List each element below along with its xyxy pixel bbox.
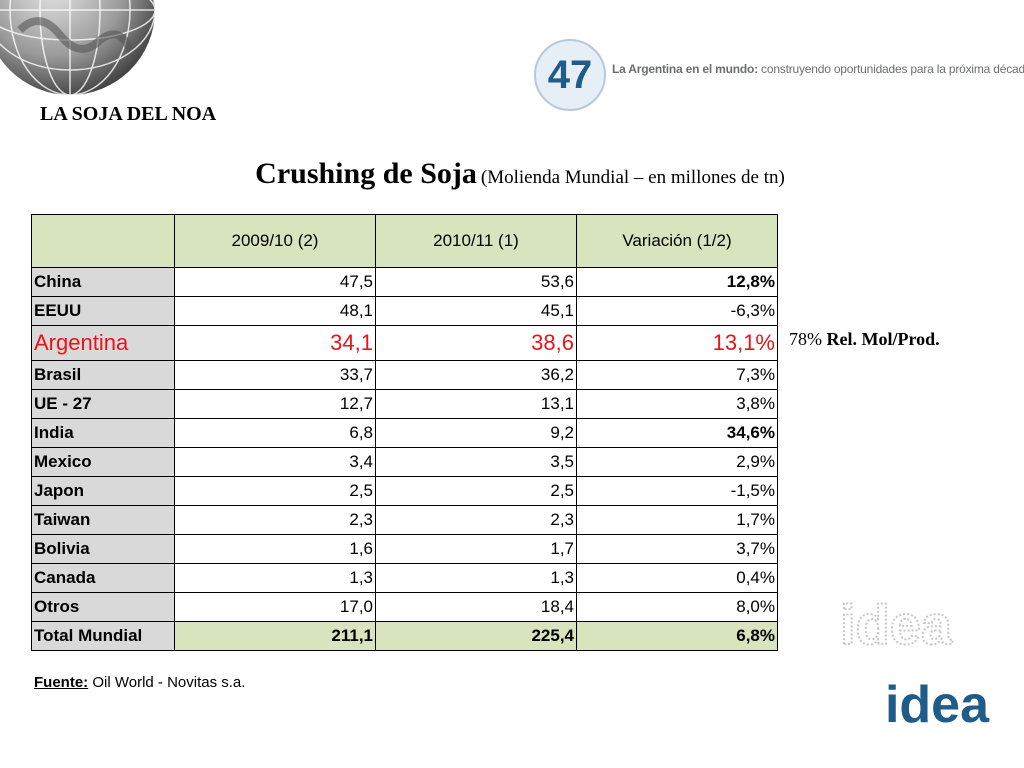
country-cell: UE - 27 bbox=[31, 389, 175, 419]
header-col-variacion: Variación (1/2) bbox=[576, 214, 778, 268]
country-cell: Taiwan bbox=[31, 505, 175, 535]
variation-cell: 3,7% bbox=[576, 534, 778, 564]
value-2010-cell: 38,6 bbox=[375, 325, 577, 361]
globe-image bbox=[0, 0, 156, 96]
country-cell: China bbox=[31, 267, 175, 297]
country-cell: Brasil bbox=[31, 360, 175, 390]
table-row: Mexico 3,4 3,5 2,9% bbox=[31, 447, 778, 477]
source-label: Fuente: bbox=[34, 674, 89, 691]
header-col-2009: 2009/10 (2) bbox=[174, 214, 376, 268]
value-2009-cell: 12,7 bbox=[174, 389, 376, 419]
country-cell: Mexico bbox=[31, 447, 175, 477]
source-text: Oil World - Novitas s.a. bbox=[88, 674, 246, 691]
variation-cell: 13,1% bbox=[576, 325, 778, 361]
value-2009-cell: 33,7 bbox=[174, 360, 376, 390]
title-sub: (Molienda Mundial – en millones de tn) bbox=[480, 167, 785, 188]
value-2009-cell: 1,6 bbox=[174, 534, 376, 564]
value-2010-cell: 1,7 bbox=[375, 534, 577, 564]
country-cell: Bolivia bbox=[31, 534, 175, 564]
idea-solid-text: idea bbox=[885, 678, 990, 728]
header-corner bbox=[31, 214, 175, 268]
country-cell: India bbox=[31, 418, 175, 448]
tagline-rest: construyendo oportunidades para la próxi… bbox=[757, 62, 1024, 76]
value-2009-cell: 34,1 bbox=[174, 325, 376, 361]
value-2010-cell: 9,2 bbox=[375, 418, 577, 448]
country-cell: Japon bbox=[31, 476, 175, 506]
value-2009-cell: 17,0 bbox=[174, 592, 376, 622]
idea-outline-logo: idea bbox=[839, 598, 954, 650]
logo-text: 47 bbox=[548, 53, 593, 97]
value-2009-cell: 47,5 bbox=[174, 267, 376, 297]
total-2010-cell: 225,4 bbox=[375, 621, 577, 651]
total-variation-cell: 6,8% bbox=[576, 621, 778, 651]
value-2010-cell: 36,2 bbox=[375, 360, 577, 390]
table-row: Japon 2,5 2,5 -1,5% bbox=[31, 476, 778, 506]
value-2010-cell: 53,6 bbox=[375, 267, 577, 297]
country-cell: Canada bbox=[31, 563, 175, 593]
value-2010-cell: 18,4 bbox=[375, 592, 577, 622]
country-cell: EEUU bbox=[31, 296, 175, 326]
variation-cell: -6,3% bbox=[576, 296, 778, 326]
variation-cell: -1,5% bbox=[576, 476, 778, 506]
total-label-cell: Total Mundial bbox=[31, 621, 175, 651]
table-row-highlighted: Argentina 34,1 38,6 13,1% bbox=[31, 325, 778, 361]
grupo-47-logo: 47 bbox=[534, 39, 606, 111]
source-line: Fuente: Oil World - Novitas s.a. bbox=[34, 674, 245, 691]
value-2010-cell: 2,5 bbox=[375, 476, 577, 506]
idea-solid-logo: idea bbox=[885, 678, 990, 728]
table-row: Canada 1,3 1,3 0,4% bbox=[31, 563, 778, 593]
title-main: Crushing de Soja bbox=[255, 157, 477, 190]
value-2010-cell: 2,3 bbox=[375, 505, 577, 535]
page-title: Crushing de Soja (Molienda Mundial – en … bbox=[0, 157, 1024, 191]
value-2009-cell: 2,5 bbox=[174, 476, 376, 506]
variation-cell: 7,3% bbox=[576, 360, 778, 390]
variation-cell: 1,7% bbox=[576, 505, 778, 535]
table-row: Otros 17,0 18,4 8,0% bbox=[31, 592, 778, 622]
section-title: LA SOJA DEL NOA bbox=[40, 103, 217, 125]
side-note-pct: 78% bbox=[789, 329, 822, 349]
value-2010-cell: 3,5 bbox=[375, 447, 577, 477]
value-2009-cell: 2,3 bbox=[174, 505, 376, 535]
table-row: UE - 27 12,7 13,1 3,8% bbox=[31, 389, 778, 419]
table-row: Bolivia 1,6 1,7 3,7% bbox=[31, 534, 778, 564]
value-2009-cell: 3,4 bbox=[174, 447, 376, 477]
tagline: La Argentina en el mundo: construyendo o… bbox=[612, 62, 1024, 76]
crushing-table: 2009/10 (2) 2010/11 (1) Variación (1/2) … bbox=[31, 214, 778, 651]
variation-cell: 2,9% bbox=[576, 447, 778, 477]
country-cell: Otros bbox=[31, 592, 175, 622]
variation-cell: 0,4% bbox=[576, 563, 778, 593]
table-row: China 47,5 53,6 12,8% bbox=[31, 267, 778, 297]
table-row: Brasil 33,7 36,2 7,3% bbox=[31, 360, 778, 390]
value-2009-cell: 6,8 bbox=[174, 418, 376, 448]
tagline-bold: La Argentina en el mundo: bbox=[612, 62, 758, 76]
variation-cell: 3,8% bbox=[576, 389, 778, 419]
variation-cell: 12,8% bbox=[576, 267, 778, 297]
table-row: India 6,8 9,2 34,6% bbox=[31, 418, 778, 448]
table-header-row: 2009/10 (2) 2010/11 (1) Variación (1/2) bbox=[31, 214, 778, 268]
idea-outline-text: idea bbox=[840, 598, 953, 650]
value-2009-cell: 48,1 bbox=[174, 296, 376, 326]
table-row-total: Total Mundial 211,1 225,4 6,8% bbox=[31, 621, 778, 651]
country-cell: Argentina bbox=[31, 325, 175, 361]
value-2009-cell: 1,3 bbox=[174, 563, 376, 593]
header-col-2010: 2010/11 (1) bbox=[375, 214, 577, 268]
side-note: 78% Rel. Mol/Prod. bbox=[789, 329, 940, 350]
value-2010-cell: 1,3 bbox=[375, 563, 577, 593]
table-row: EEUU 48,1 45,1 -6,3% bbox=[31, 296, 778, 326]
side-note-text: Rel. Mol/Prod. bbox=[826, 329, 940, 349]
variation-cell: 34,6% bbox=[576, 418, 778, 448]
variation-cell: 8,0% bbox=[576, 592, 778, 622]
value-2010-cell: 13,1 bbox=[375, 389, 577, 419]
total-2009-cell: 211,1 bbox=[174, 621, 376, 651]
value-2010-cell: 45,1 bbox=[375, 296, 577, 326]
table-row: Taiwan 2,3 2,3 1,7% bbox=[31, 505, 778, 535]
